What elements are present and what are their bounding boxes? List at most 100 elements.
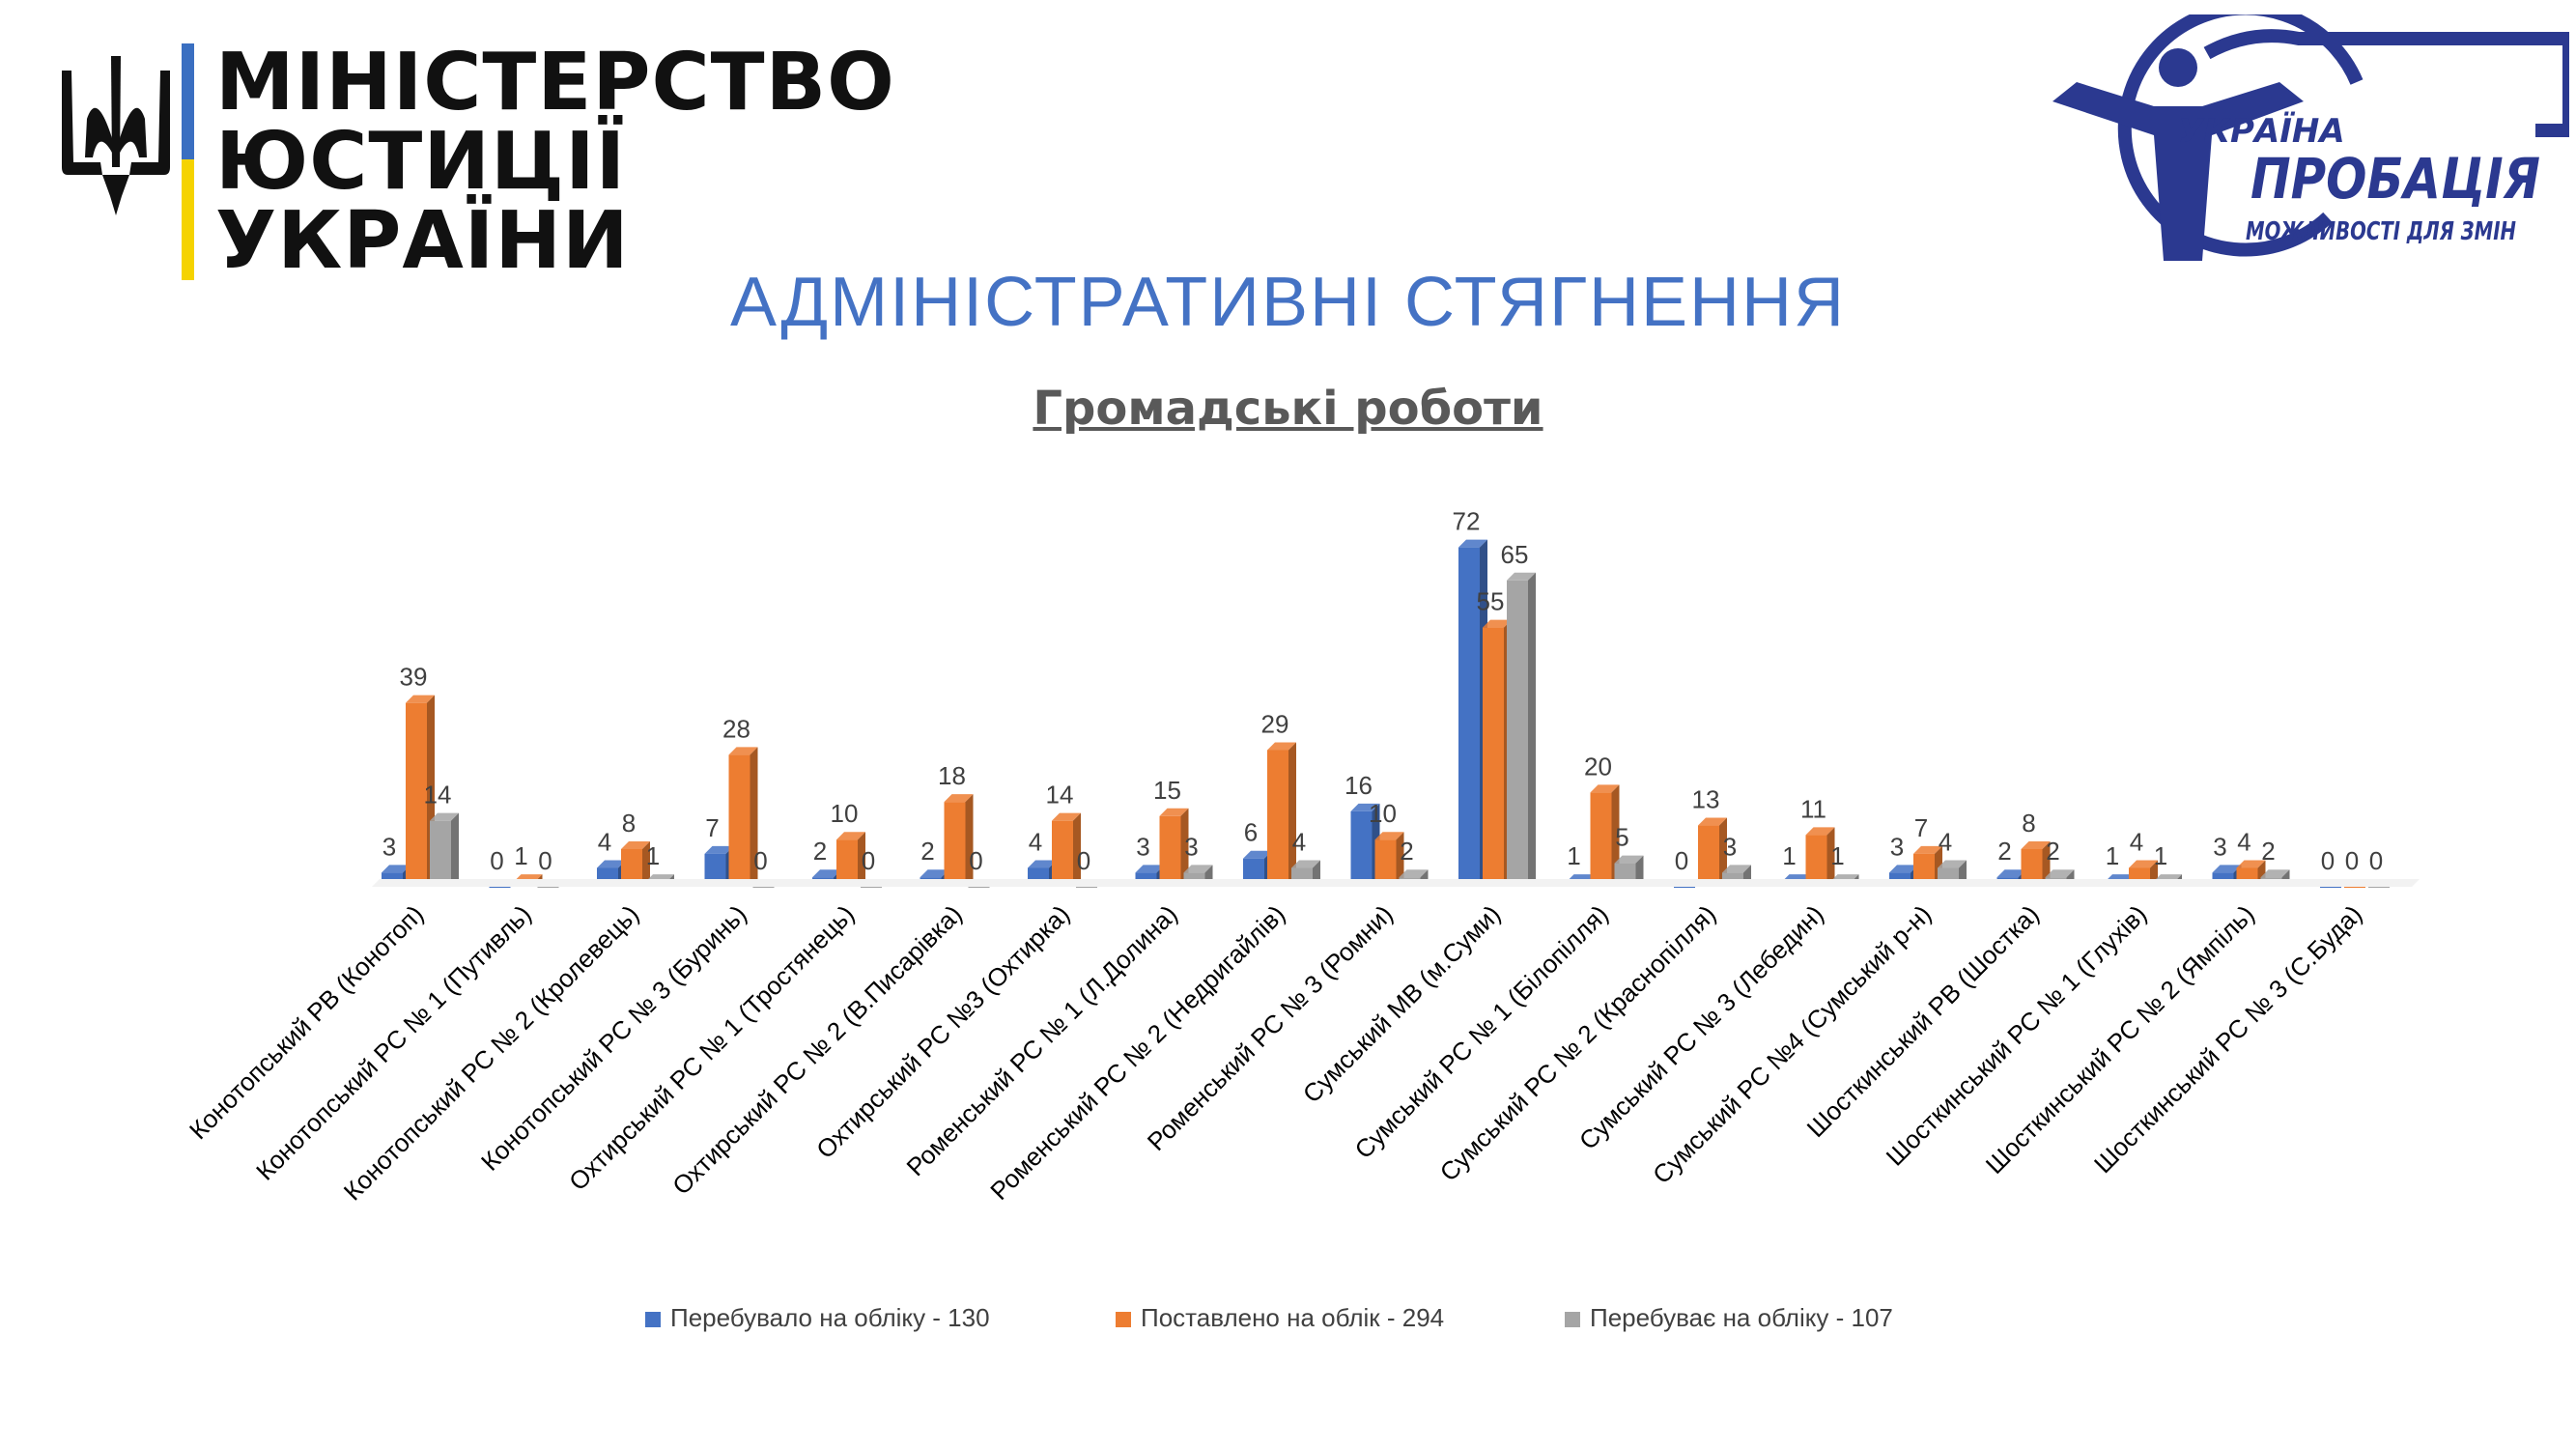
bar-front bbox=[1350, 810, 1373, 887]
bar-top bbox=[1938, 860, 1967, 868]
data-label: 4 bbox=[2130, 827, 2143, 856]
bar bbox=[1698, 817, 1727, 887]
bar-front bbox=[1374, 839, 1397, 887]
data-label: 72 bbox=[1453, 507, 1481, 536]
bar-side bbox=[1396, 832, 1404, 887]
bar-top bbox=[2021, 840, 2051, 849]
data-label: 0 bbox=[862, 846, 875, 875]
bar-side bbox=[1635, 855, 1644, 887]
bar bbox=[1159, 808, 1189, 887]
bar-front bbox=[836, 839, 858, 887]
bar-top bbox=[1267, 742, 1296, 751]
bar-top bbox=[920, 869, 949, 878]
data-label: 39 bbox=[400, 663, 428, 692]
bar-side bbox=[965, 794, 974, 887]
bar-front bbox=[1674, 887, 1695, 888]
data-label: 18 bbox=[938, 761, 966, 790]
bar-top bbox=[1483, 619, 1512, 628]
legend: Перебувало на обліку - 130 Поставлено на … bbox=[645, 1303, 1893, 1332]
bar-front bbox=[1483, 627, 1504, 887]
data-label: 0 bbox=[490, 846, 503, 875]
bar-front bbox=[1267, 750, 1288, 887]
bar-top bbox=[382, 865, 410, 873]
data-label: 0 bbox=[1675, 846, 1688, 875]
data-label: 4 bbox=[598, 827, 611, 856]
bar-top bbox=[1135, 865, 1165, 873]
bar-top bbox=[1028, 860, 1057, 868]
bar-top bbox=[944, 794, 974, 803]
bar-top bbox=[1183, 865, 1213, 873]
bar bbox=[728, 747, 758, 887]
bar-front bbox=[406, 702, 427, 887]
data-label: 1 bbox=[1830, 841, 1844, 870]
bar-front bbox=[1052, 820, 1073, 887]
probation-logo-text-slogan: МОЖЛИВОСТІ ДЛЯ ЗМІН bbox=[2246, 217, 2516, 246]
bar-top bbox=[2260, 869, 2290, 878]
data-label: 2 bbox=[2261, 837, 2275, 866]
data-label: 15 bbox=[1153, 776, 1181, 805]
bar-top bbox=[728, 747, 758, 755]
ministry-name: МІНІСТЕРСТВО ЮСТИЦІЇ УКРАЇНИ bbox=[215, 43, 895, 281]
data-label: 55 bbox=[1477, 587, 1505, 616]
data-label: 7 bbox=[1914, 813, 1928, 842]
bar-top bbox=[1698, 817, 1727, 826]
bar-top bbox=[1590, 784, 1620, 793]
data-label: 2 bbox=[1400, 837, 1413, 866]
flag-blue-stripe bbox=[182, 43, 194, 159]
probation-logo-text-probation: ПРОБАЦІЯ bbox=[2250, 146, 2540, 212]
bar-front bbox=[1458, 547, 1480, 887]
bar-front bbox=[1507, 580, 1528, 887]
data-label: 0 bbox=[969, 846, 982, 875]
data-label: 1 bbox=[2106, 841, 2119, 870]
data-label: 4 bbox=[2237, 827, 2250, 856]
bar bbox=[1052, 812, 1081, 887]
trident-icon bbox=[62, 56, 170, 215]
legend-swatch bbox=[1565, 1312, 1580, 1327]
data-label: 1 bbox=[646, 841, 660, 870]
bar-top bbox=[1889, 865, 1918, 873]
bar-side bbox=[1180, 808, 1189, 887]
bar-top bbox=[1507, 572, 1536, 581]
category-axis: Конотопський РВ (Конотоп)Конотопський РС… bbox=[184, 879, 2420, 1206]
data-label: 0 bbox=[2321, 846, 2335, 875]
bar-front bbox=[2344, 887, 2365, 888]
data-label: 0 bbox=[753, 846, 767, 875]
legend-swatch bbox=[1116, 1312, 1131, 1327]
category-label: Сумський МВ (м.Суми) bbox=[1297, 899, 1506, 1108]
data-label: 0 bbox=[538, 846, 552, 875]
bar-side bbox=[451, 812, 459, 887]
bar-top bbox=[1614, 855, 1644, 864]
bar-top bbox=[2129, 860, 2158, 868]
data-label: 8 bbox=[2022, 809, 2035, 838]
bar bbox=[430, 812, 459, 887]
bar bbox=[1507, 572, 1536, 887]
data-label: 14 bbox=[1046, 781, 1074, 810]
bar-top bbox=[1458, 539, 1487, 548]
data-label: 65 bbox=[1501, 540, 1529, 569]
bar-top bbox=[1159, 808, 1189, 816]
bar-top bbox=[836, 832, 865, 840]
data-label: 5 bbox=[1615, 823, 1628, 852]
bar-top bbox=[1052, 812, 1081, 821]
bar-side bbox=[1528, 572, 1536, 887]
data-label: 16 bbox=[1345, 771, 1373, 800]
bar bbox=[1805, 827, 1835, 887]
data-label: 3 bbox=[2213, 832, 2226, 861]
bar bbox=[1267, 742, 1296, 887]
bar-side bbox=[642, 840, 650, 887]
bar-top bbox=[1243, 850, 1272, 859]
bar-side bbox=[858, 832, 865, 887]
probation-logo: УКРАЇНА ПРОБАЦІЯ МОЖЛИВОСТІ ДЛЯ ЗМІН bbox=[2052, 14, 2569, 261]
bar bbox=[406, 695, 435, 887]
bar-top bbox=[1805, 827, 1835, 836]
bar-side bbox=[1826, 827, 1835, 887]
data-label: 2 bbox=[813, 837, 827, 866]
bar-top bbox=[704, 845, 734, 854]
legend-item: Поставлено на облік - 294 bbox=[1116, 1303, 1444, 1332]
bar-front bbox=[2021, 848, 2043, 887]
probation-logo-text-ukraine: УКРАЇНА bbox=[2178, 111, 2345, 151]
bar-top bbox=[2212, 865, 2242, 873]
bar-front bbox=[944, 802, 966, 887]
